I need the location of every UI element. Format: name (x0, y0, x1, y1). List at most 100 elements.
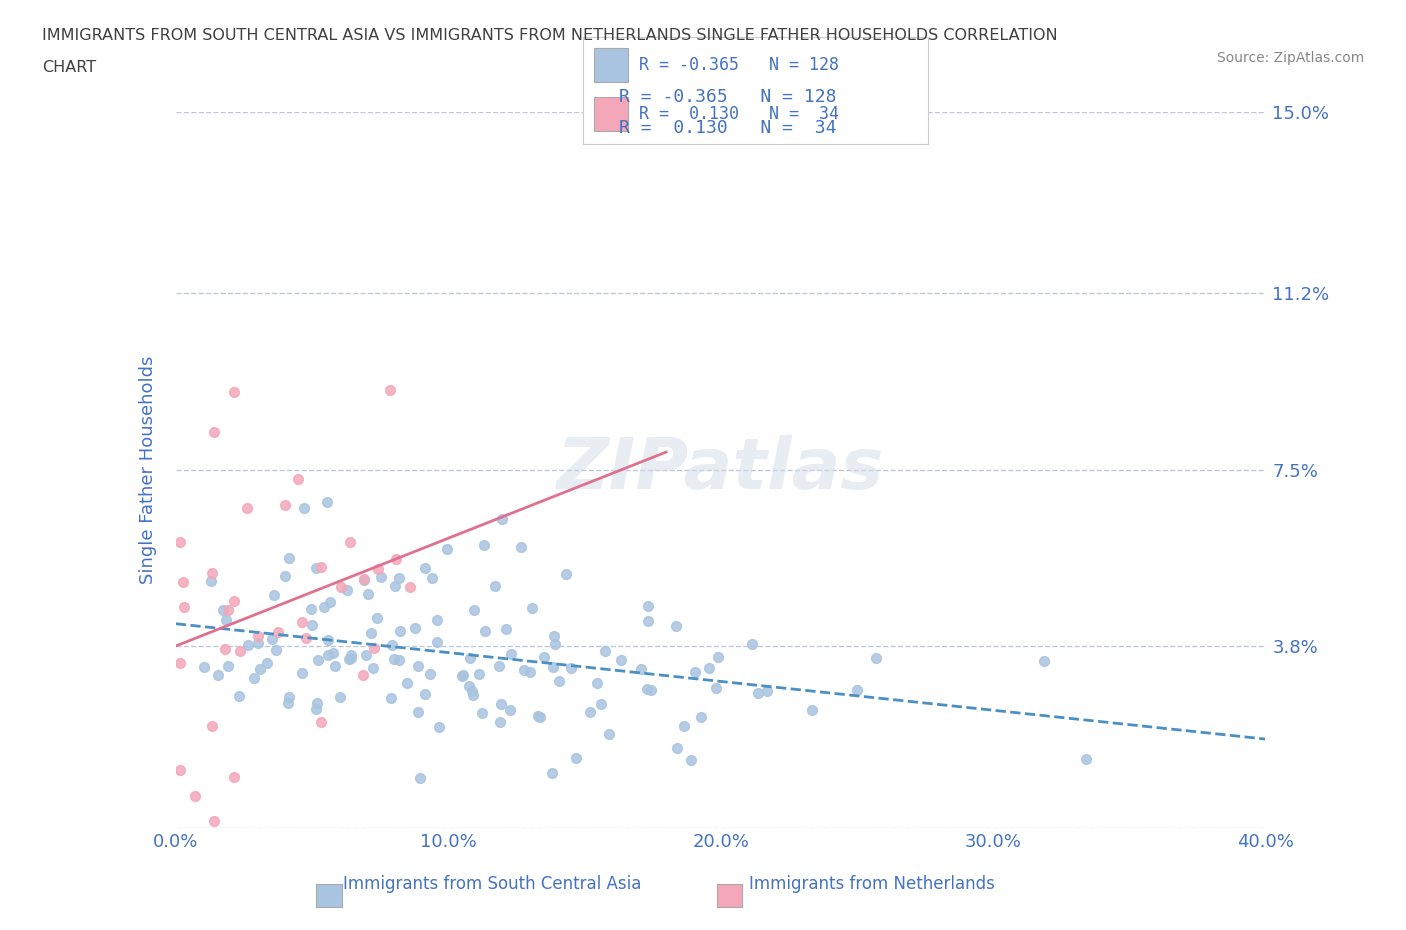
Point (307, 653, 329, 668)
Point (339, 535, 361, 550)
Point (471, 705, 494, 720)
Point (363, 641, 385, 656)
Point (184, 789, 207, 804)
Point (366, 611, 388, 626)
Point (865, 651, 887, 666)
Point (640, 683, 662, 698)
Point (360, 626, 382, 641)
Point (406, 705, 429, 720)
Point (336, 583, 359, 598)
Point (665, 741, 688, 756)
Point (472, 538, 495, 552)
Point (554, 566, 576, 581)
Point (229, 644, 252, 658)
Point (207, 668, 229, 683)
Text: R = -0.365   N = 128: R = -0.365 N = 128 (619, 88, 837, 106)
Point (598, 726, 620, 741)
Point (381, 638, 404, 653)
Point (529, 709, 551, 724)
Point (637, 599, 659, 614)
Point (330, 580, 353, 595)
Point (544, 637, 567, 652)
Point (217, 603, 239, 618)
Point (683, 664, 706, 679)
Point (509, 539, 531, 554)
Text: IMMIGRANTS FROM SOUTH CENTRAL ASIA VS IMMIGRANTS FROM NETHERLANDS SINGLE FATHER : IMMIGRANTS FROM SOUTH CENTRAL ASIA VS IM… (42, 28, 1057, 43)
Point (578, 705, 600, 720)
Point (406, 658, 429, 673)
Point (436, 541, 458, 556)
Point (541, 765, 564, 780)
Point (404, 620, 426, 635)
Point (382, 652, 405, 667)
Point (305, 561, 328, 576)
Text: R = -0.365   N = 128: R = -0.365 N = 128 (638, 56, 838, 74)
Point (319, 595, 342, 610)
Point (845, 683, 868, 698)
Point (384, 578, 406, 593)
Point (204, 425, 226, 440)
Point (291, 666, 314, 681)
Point (202, 813, 225, 828)
Point (461, 684, 484, 698)
Point (246, 629, 269, 644)
Point (484, 578, 506, 593)
Point (491, 512, 513, 526)
Point (287, 472, 309, 487)
Point (385, 551, 408, 566)
Point (278, 689, 301, 704)
Point (318, 647, 340, 662)
Point (323, 658, 346, 673)
Point (426, 634, 449, 649)
Point (354, 647, 377, 662)
Text: Immigrants from Netherlands: Immigrants from Netherlands (749, 875, 994, 893)
Point (560, 660, 582, 675)
Point (380, 691, 402, 706)
Point (309, 559, 332, 574)
Point (267, 625, 290, 640)
Point (260, 632, 283, 647)
Point (461, 687, 484, 702)
Point (215, 613, 238, 628)
Point (415, 686, 437, 701)
Point (201, 719, 224, 734)
Point (513, 663, 536, 678)
Point (501, 647, 523, 662)
Text: Immigrants from South Central Asia: Immigrants from South Central Asia (343, 875, 641, 893)
Point (169, 656, 191, 671)
Point (224, 593, 246, 608)
Point (263, 587, 285, 602)
Point (315, 495, 337, 510)
Point (228, 689, 250, 704)
Point (277, 551, 299, 565)
Point (399, 579, 422, 594)
Point (564, 751, 586, 766)
Point (370, 569, 392, 584)
Point (367, 562, 389, 577)
Point (637, 613, 659, 628)
Point (266, 643, 288, 658)
Point (547, 673, 569, 688)
Point (200, 574, 222, 589)
Point (474, 623, 496, 638)
Point (291, 615, 314, 630)
Point (353, 572, 375, 587)
Point (387, 570, 409, 585)
Point (495, 621, 517, 636)
Point (236, 637, 259, 652)
Point (1076, 751, 1098, 766)
Point (246, 636, 269, 651)
Point (755, 684, 778, 698)
Point (277, 696, 299, 711)
Point (249, 661, 271, 676)
Point (630, 662, 652, 677)
Point (420, 571, 443, 586)
Point (543, 629, 565, 644)
Point (329, 689, 352, 704)
Point (274, 498, 297, 512)
Point (361, 660, 384, 675)
Point (214, 642, 236, 657)
Point (304, 702, 326, 717)
Point (307, 696, 329, 711)
Text: R =  0.130   N =  34: R = 0.130 N = 34 (638, 105, 838, 123)
